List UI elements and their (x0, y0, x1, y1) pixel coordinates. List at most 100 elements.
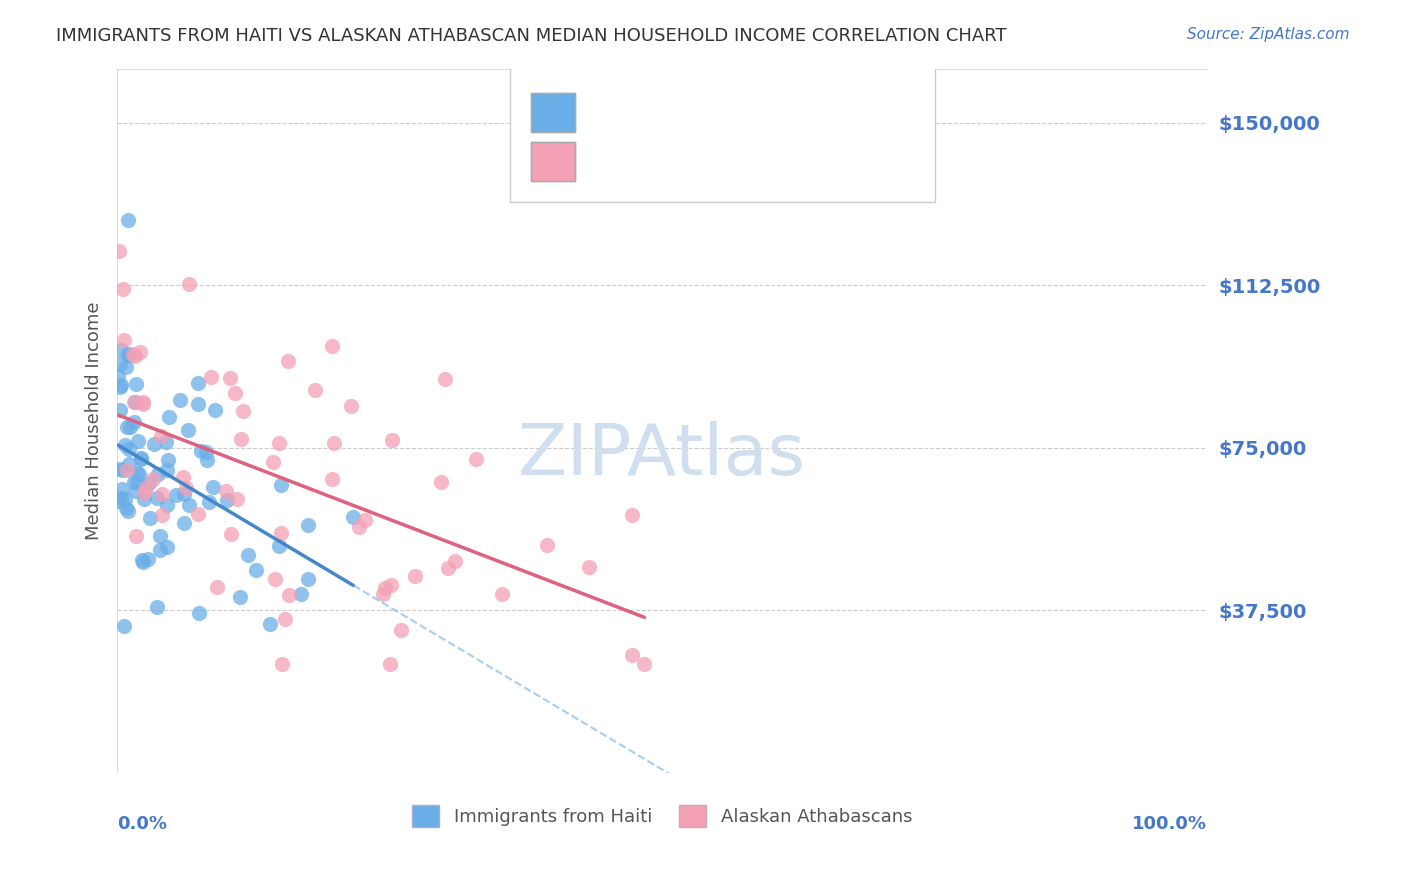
Text: ZIPAtlas: ZIPAtlas (519, 421, 806, 491)
Point (156, 498, 179, 512)
Point (297, 573, 319, 587)
Point (149, 542, 172, 557)
Point (219, 370, 242, 384)
Point (200, 370, 222, 384)
Point (114, 492, 136, 507)
Point (107, 494, 129, 508)
Point (177, 423, 200, 437)
Point (219, 527, 242, 541)
Point (187, 397, 209, 411)
Point (117, 212, 139, 227)
Point (138, 476, 160, 491)
Point (108, 462, 131, 476)
Point (127, 434, 149, 448)
Point (269, 436, 291, 450)
Point (277, 353, 299, 368)
Point (404, 569, 426, 583)
Point (173, 487, 195, 501)
Point (157, 453, 180, 467)
Point (371, 587, 394, 601)
Point (354, 513, 377, 527)
Point (115, 360, 138, 375)
Point (578, 560, 600, 574)
Point (124, 475, 146, 489)
Point (347, 519, 370, 533)
Point (112, 282, 135, 296)
Point (125, 376, 148, 391)
Point (122, 415, 145, 429)
Point (321, 339, 343, 353)
Point (156, 463, 179, 477)
Point (430, 475, 453, 490)
Point (271, 657, 294, 672)
Point (491, 587, 513, 601)
Point (120, 420, 142, 434)
Point (111, 463, 134, 477)
Point (198, 495, 221, 509)
Point (232, 404, 254, 418)
Point (131, 553, 153, 567)
Point (143, 437, 166, 451)
Point (165, 488, 187, 502)
Point (122, 347, 145, 361)
Point (270, 526, 292, 541)
Point (621, 648, 644, 663)
Point (229, 432, 252, 446)
Point (437, 561, 460, 575)
Point (342, 510, 364, 524)
Point (129, 344, 152, 359)
Point (149, 529, 172, 543)
Point (156, 541, 179, 555)
Point (187, 508, 209, 522)
Point (122, 395, 145, 409)
Text: 0.0%: 0.0% (117, 815, 167, 833)
Point (108, 403, 131, 417)
Point (204, 402, 226, 417)
Point (374, 581, 396, 595)
Point (111, 482, 134, 496)
Point (215, 492, 238, 507)
Point (145, 491, 167, 505)
Point (304, 384, 326, 398)
Point (536, 538, 558, 552)
Point (321, 472, 343, 486)
Point (118, 348, 141, 362)
Point (117, 419, 139, 434)
Point (464, 452, 486, 467)
Point (125, 466, 148, 480)
Point (142, 471, 165, 485)
Point (108, 357, 131, 371)
Point (322, 436, 344, 450)
Point (146, 467, 169, 482)
Point (290, 587, 312, 601)
Point (205, 580, 228, 594)
Point (115, 463, 138, 477)
Point (157, 409, 180, 424)
FancyBboxPatch shape (509, 62, 935, 202)
Point (187, 606, 209, 620)
Point (124, 394, 146, 409)
Point (110, 343, 132, 358)
Point (132, 555, 155, 569)
Point (131, 397, 153, 411)
FancyBboxPatch shape (531, 143, 575, 181)
Point (177, 277, 200, 291)
Point (135, 481, 157, 495)
Point (226, 492, 249, 507)
Point (134, 485, 156, 500)
Point (107, 368, 129, 383)
Point (112, 333, 135, 347)
Point (177, 498, 200, 512)
Point (433, 372, 456, 386)
Point (621, 508, 644, 522)
Legend: Immigrants from Haiti, Alaskan Athabascans: Immigrants from Haiti, Alaskan Athabasca… (405, 797, 920, 834)
Point (202, 480, 225, 494)
Point (224, 385, 246, 400)
Point (118, 457, 141, 471)
Point (172, 469, 194, 483)
Point (131, 450, 153, 465)
Point (150, 429, 173, 443)
Point (340, 399, 363, 413)
Point (245, 564, 267, 578)
Point (118, 442, 141, 456)
